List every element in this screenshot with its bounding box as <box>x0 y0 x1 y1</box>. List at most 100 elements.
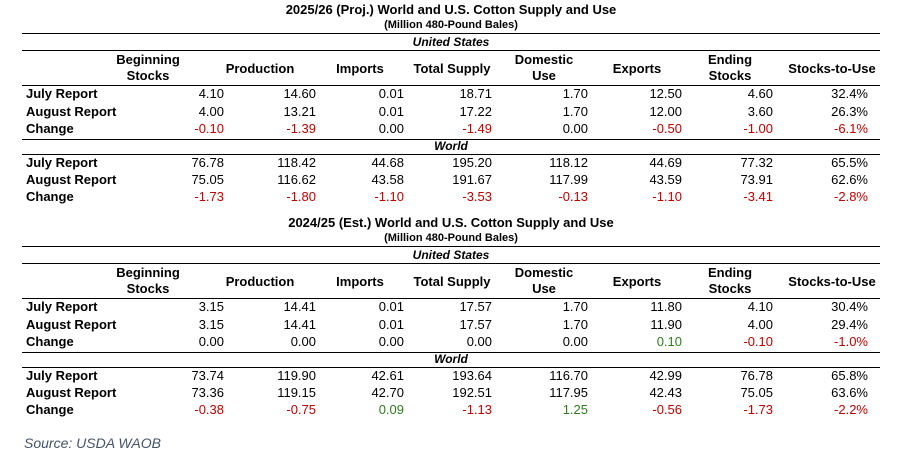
table-cell: -0.13 <box>558 189 588 204</box>
table-cell: 73.91 <box>740 172 773 187</box>
column-header: Imports <box>336 61 384 76</box>
table-cell: 191.67 <box>452 172 492 187</box>
table-cell: 195.20 <box>452 155 492 170</box>
row-label: Change <box>26 334 74 349</box>
column-header: Stocks <box>708 68 752 83</box>
table-cell: 26.3% <box>831 104 868 119</box>
table-cell: 17.57 <box>459 299 492 314</box>
column-header: Stocks <box>708 281 752 296</box>
row-label: Change <box>26 189 74 204</box>
table-cell: 0.00 <box>290 334 316 349</box>
table-title: 2025/26 (Proj.) World and U.S. Cotton Su… <box>285 2 617 17</box>
table-cell: -2.8% <box>834 189 868 204</box>
table-cell: 65.5% <box>831 155 868 170</box>
table-cell: 4.10 <box>747 299 773 314</box>
rule-line <box>22 33 880 34</box>
table-cell: 3.15 <box>198 299 224 314</box>
column-header: Stocks-to-Use <box>788 274 876 289</box>
table-cell: -0.10 <box>743 334 773 349</box>
row-label: July Report <box>26 155 98 170</box>
table-cell: 17.22 <box>459 104 492 119</box>
row-label: August Report <box>26 385 117 400</box>
column-header: Ending <box>707 52 753 67</box>
table-subtitle: (Million 480-Pound Bales) <box>384 19 518 31</box>
table-cell: 75.05 <box>740 385 773 400</box>
rule-line <box>22 154 880 155</box>
column-header: Stocks-to-Use <box>788 61 876 76</box>
row-label: Change <box>26 402 74 417</box>
table-cell: 42.99 <box>649 368 682 383</box>
column-header: Stocks <box>126 281 170 296</box>
table-cell: 75.05 <box>191 172 224 187</box>
column-header: Beginning <box>116 265 180 280</box>
row-label: August Report <box>26 317 117 332</box>
source-note: Source: USDA WAOB <box>24 435 161 451</box>
table-cell: 42.70 <box>371 385 404 400</box>
table-cell: -2.2% <box>834 402 868 417</box>
table-cell: 1.70 <box>562 104 588 119</box>
table-cell: 1.70 <box>562 86 588 101</box>
table-cell: 1.70 <box>562 299 588 314</box>
column-header: Use <box>532 281 556 296</box>
column-header: Imports <box>336 274 384 289</box>
table-cell: -1.73 <box>194 189 224 204</box>
table-cell: 14.41 <box>283 317 316 332</box>
table-2024-25: 2024/25 (Est.) World and U.S. Cotton Sup… <box>22 213 880 423</box>
table-cell: 1.70 <box>562 317 588 332</box>
rule-line <box>22 352 880 353</box>
section-label: United States <box>412 35 490 49</box>
table-cell: 117.95 <box>549 385 588 400</box>
row-label: July Report <box>26 86 98 101</box>
table-cell: 0.01 <box>378 299 404 314</box>
table-cell: 0.01 <box>378 317 404 332</box>
rule-line <box>22 367 880 368</box>
table-cell: 11.80 <box>650 299 682 314</box>
table-cell: 44.69 <box>649 155 682 170</box>
table-2025-26: 2025/26 (Proj.) World and U.S. Cotton Su… <box>22 0 880 208</box>
table-cell: 32.4% <box>831 86 868 101</box>
table-cell: 18.71 <box>459 86 492 101</box>
table-cell: -0.50 <box>652 121 682 136</box>
row-label: July Report <box>26 299 98 314</box>
table-cell: 13.21 <box>283 104 316 119</box>
table-cell: 4.00 <box>198 104 224 119</box>
rule-line <box>22 246 880 247</box>
table-cell: 118.42 <box>277 155 316 170</box>
section-label: World <box>434 352 468 366</box>
table-cell: 42.61 <box>371 368 404 383</box>
table-cell: 0.01 <box>378 86 404 101</box>
table-title: 2024/25 (Est.) World and U.S. Cotton Sup… <box>288 215 614 230</box>
table-cell: 29.4% <box>831 317 868 332</box>
column-header: Beginning <box>116 52 180 67</box>
table-cell: 117.99 <box>549 172 588 187</box>
table-cell: 17.57 <box>459 317 492 332</box>
table-cell: 3.15 <box>198 317 224 332</box>
table-cell: -1.73 <box>743 402 773 417</box>
table-cell: -6.1% <box>834 121 868 136</box>
table-cell: 11.90 <box>650 317 682 332</box>
table-cell: -1.10 <box>652 189 682 204</box>
column-header: Exports <box>612 274 662 289</box>
table-cell: -1.49 <box>462 121 492 136</box>
table-cell: 63.6% <box>831 385 868 400</box>
column-header: Ending <box>707 265 753 280</box>
table-cell: 118.12 <box>549 155 588 170</box>
column-header: Domestic <box>514 52 574 67</box>
column-header: Exports <box>612 61 662 76</box>
table-cell: 119.90 <box>277 368 316 383</box>
table-cell: -0.38 <box>194 402 224 417</box>
table-cell: 192.51 <box>452 385 492 400</box>
table-cell: 14.41 <box>283 299 316 314</box>
table-cell: -1.10 <box>374 189 404 204</box>
table-cell: -0.56 <box>652 402 682 417</box>
table-cell: 0.00 <box>378 121 404 136</box>
rule-line <box>22 263 880 264</box>
rule-line <box>22 139 880 140</box>
table-cell: 1.25 <box>562 402 588 417</box>
table-cell: -1.13 <box>462 402 492 417</box>
table-cell: -1.0% <box>834 334 868 349</box>
column-header: Total Supply <box>413 61 491 76</box>
column-header: Production <box>225 274 295 289</box>
row-label: August Report <box>26 104 117 119</box>
table-cell: -1.39 <box>286 121 316 136</box>
